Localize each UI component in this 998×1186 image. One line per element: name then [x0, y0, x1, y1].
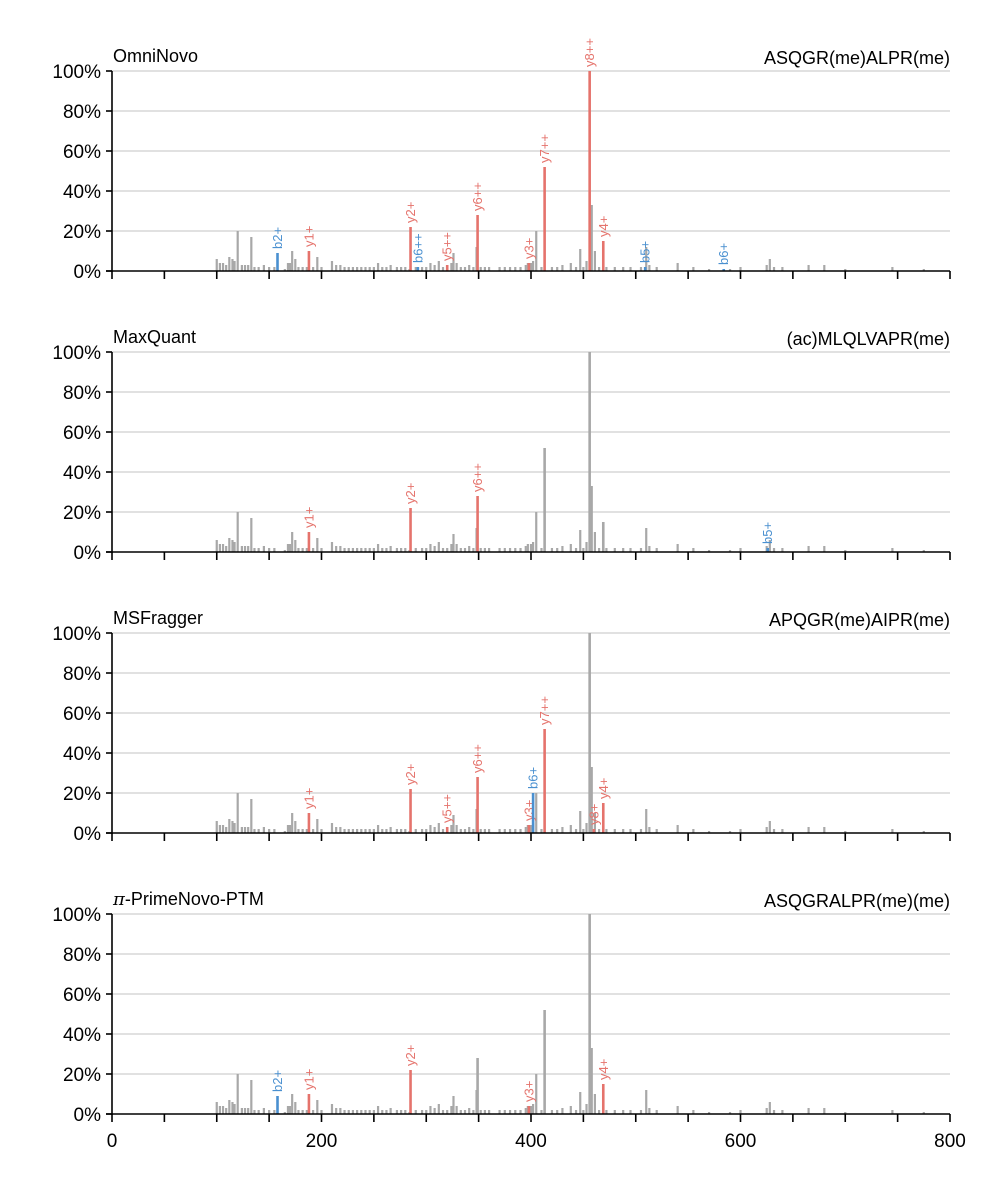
annotated-peaks: y1+y2+y5++y6++y3+b6+y7++y8+y4+ — [301, 633, 611, 833]
spectrum-peaks — [215, 767, 925, 833]
spectrum-peaks — [215, 1048, 925, 1114]
ion-label: y6++ — [470, 744, 485, 773]
ion-label: y6++ — [470, 182, 485, 211]
ion-label: b6+ — [716, 243, 731, 265]
peptide-sequence: ASQGR(me)ALPR(me) — [764, 48, 950, 68]
x-tick-label: 600 — [725, 1131, 757, 1152]
y-tick-label: 80% — [63, 664, 101, 685]
ion-label: y2+ — [403, 764, 418, 785]
y-tick-label: 40% — [63, 744, 101, 765]
y-tick-label: 100% — [52, 343, 101, 364]
y-tick-label: 100% — [52, 624, 101, 645]
ion-label: y6++ — [470, 463, 485, 492]
ion-label: y7++ — [537, 134, 552, 163]
panel-title: π-PrimeNovo-PTM — [112, 889, 264, 910]
ion-label: y7++ — [537, 696, 552, 725]
ion-label: y2+ — [403, 1045, 418, 1066]
annotated-peaks: b2+ y1+ y2+ b6++ y5++ y6++ y3+ y7++ y8++ y4+ b5+ b6… — [270, 38, 731, 271]
peptide-sequence: APQGR(me)AIPR(me) — [769, 610, 950, 630]
ion-label: y1+ — [301, 1069, 316, 1090]
x-tick-label: 200 — [306, 1131, 338, 1152]
spectrum-peaks — [215, 205, 925, 271]
panel-1: b2+ y1+ y2+ b6++ y5++ y6++ y3+ y7++ y8++ y4+ b5+ b6… — [52, 38, 951, 283]
ion-label: y8++ — [582, 38, 597, 67]
y-tick-label: 60% — [63, 985, 101, 1006]
panel-title: MSFragger — [113, 608, 203, 628]
ion-label: b6+ — [526, 767, 541, 789]
ion-label: b5+ — [638, 241, 653, 263]
y-tick-label: 20% — [63, 503, 101, 524]
annotated-peaks: y1+ y2+ y6++ b5+ — [301, 352, 775, 552]
y-tick-label: 100% — [52, 905, 101, 926]
ion-label: y1+ — [301, 226, 316, 247]
y-tick-label: 20% — [63, 222, 101, 243]
y-tick-label: 60% — [63, 704, 101, 725]
x-tick-label: 0 — [107, 1131, 118, 1152]
x-tick-label: 800 — [934, 1131, 966, 1152]
ion-label: y3+ — [521, 238, 536, 259]
ion-label: y5++ — [440, 232, 455, 261]
y-tick-label: 40% — [63, 1025, 101, 1046]
y-tick-label: 0% — [74, 1105, 102, 1126]
y-tick-label: 80% — [63, 945, 101, 966]
x-tick-label: 400 — [515, 1131, 547, 1152]
spectrum-peaks — [215, 486, 925, 552]
ion-label: y2+ — [403, 483, 418, 504]
ion-label: y5++ — [440, 794, 455, 823]
peptide-sequence: ASQGRALPR(me)(me) — [764, 891, 950, 911]
ion-label: y4+ — [596, 216, 611, 237]
y-tick-label: 80% — [63, 102, 101, 123]
panel-3: y1+y2+y5++y6++y3+b6+y7++y8+y4+0%20%40%60… — [52, 608, 951, 845]
ion-label: b2+ — [270, 227, 285, 249]
y-tick-label: 80% — [63, 383, 101, 404]
panel-title: MaxQuant — [113, 327, 196, 347]
peptide-sequence: (ac)MLQLVAPR(me) — [787, 329, 950, 349]
ion-label: y1+ — [301, 788, 316, 809]
annotated-peaks: b2+ y1+ y2+ y3+ y4+ — [270, 914, 611, 1114]
y-tick-label: 100% — [52, 62, 101, 83]
y-tick-label: 0% — [74, 543, 102, 564]
y-tick-label: 60% — [63, 423, 101, 444]
ion-label: b6++ — [410, 233, 425, 263]
ion-label: y4+ — [596, 778, 611, 799]
ion-label: y8+ — [586, 804, 601, 825]
ion-label: y1+ — [301, 507, 316, 528]
y-tick-label: 20% — [63, 784, 101, 805]
y-tick-label: 0% — [74, 262, 102, 283]
ion-label: y2+ — [403, 202, 418, 223]
panel-4: b2+ y1+ y2+ y3+ y4+ 0% 20% 40% 60% 80% 100% 0 200 400… — [52, 889, 965, 1152]
y-tick-label: 20% — [63, 1065, 101, 1086]
ion-label: y3+ — [521, 1081, 536, 1102]
ion-label: b5+ — [760, 522, 775, 544]
y-tick-label: 40% — [63, 182, 101, 203]
ion-label: y4+ — [596, 1059, 611, 1080]
ion-label: b2+ — [270, 1070, 285, 1092]
y-tick-label: 0% — [74, 824, 102, 845]
panel-title: OmniNovo — [113, 46, 198, 66]
panel-2: y1+ y2+ y6++ b5+ 0% 20% 40% 60% 80% 100% MaxQuant (… — [52, 327, 951, 564]
y-tick-label: 60% — [63, 142, 101, 163]
y-tick-label: 40% — [63, 463, 101, 484]
